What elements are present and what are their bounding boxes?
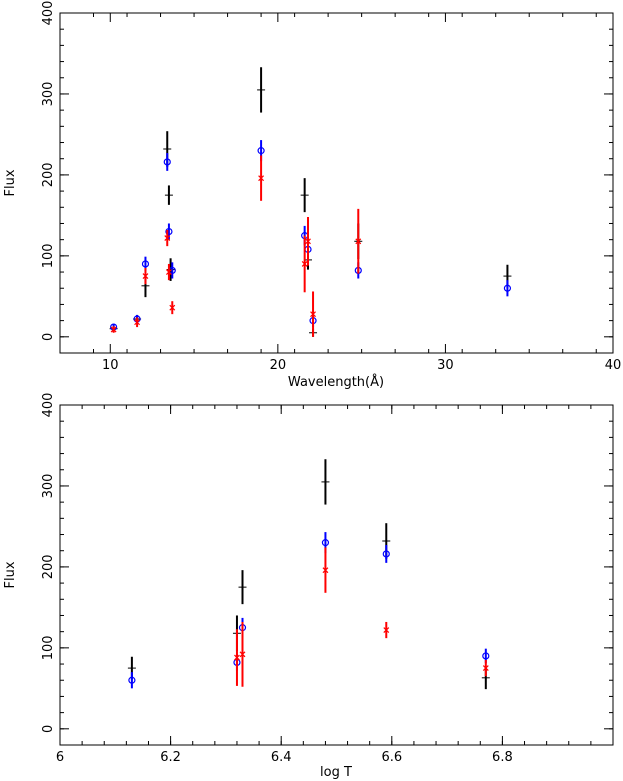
data-point <box>169 301 176 315</box>
data-point <box>239 621 246 687</box>
x-tick-label: 6.6 <box>381 750 402 765</box>
data-point <box>301 235 308 293</box>
data-point <box>164 229 171 247</box>
point-marker <box>128 676 136 684</box>
y-tick-label: 300 <box>41 474 56 499</box>
data-point <box>165 263 172 281</box>
data-point <box>238 570 247 605</box>
data-point <box>355 208 362 274</box>
point-marker <box>234 654 240 661</box>
data-point <box>163 153 171 171</box>
data-point <box>305 217 311 266</box>
x-tick-label: 6.4 <box>271 750 292 765</box>
bottom-panel-logt-flux: 6 6.2 6.4 6.6 6.8 0 100 200 300 400 log T Flux <box>3 393 614 780</box>
top-panel-wavelength-flux: 10 20 30 40 0 100 200 300 400 Wavelength(Å) Flu… <box>3 1 621 390</box>
point-marker <box>305 238 311 245</box>
x-tick-labels: 6 6.2 6.4 6.6 6.8 <box>56 750 513 765</box>
data-point <box>142 268 149 285</box>
x-tick-label: 20 <box>270 358 287 373</box>
data-point <box>321 459 330 505</box>
point-marker <box>301 261 308 267</box>
point-marker <box>258 175 265 182</box>
point-marker <box>163 158 171 166</box>
data-point <box>234 629 240 686</box>
point-marker <box>383 627 390 633</box>
point-marker <box>239 651 246 658</box>
point-marker <box>165 227 173 236</box>
data-point <box>258 155 265 201</box>
data-point <box>503 280 512 297</box>
y-tick-labels: 0 100 200 300 400 <box>41 1 56 341</box>
data-point <box>322 547 329 593</box>
data-point <box>164 185 173 205</box>
data-point <box>382 545 390 563</box>
x-tick-label: 10 <box>102 358 119 373</box>
point-marker <box>382 550 390 558</box>
data-point <box>128 672 136 689</box>
data-point <box>482 660 489 677</box>
y-axis-title: Flux <box>3 169 18 196</box>
data-point <box>257 67 266 113</box>
data-marks <box>127 459 490 690</box>
y-tick-label: 300 <box>41 82 56 107</box>
y-tick-label: 400 <box>41 393 56 418</box>
data-marks <box>109 67 512 337</box>
y-tick-label: 200 <box>41 554 56 579</box>
y-tick-label: 100 <box>41 635 56 660</box>
data-point <box>300 178 309 213</box>
point-marker <box>257 147 265 155</box>
point-marker <box>503 284 512 292</box>
point-marker <box>482 665 489 672</box>
x-tick-label: 6 <box>56 750 64 765</box>
point-marker <box>141 260 150 268</box>
y-tick-label: 0 <box>41 333 56 341</box>
point-marker <box>321 539 330 547</box>
x-tick-label: 30 <box>437 358 454 373</box>
point-marker <box>322 567 329 574</box>
data-point <box>383 621 390 639</box>
point-marker <box>134 319 141 326</box>
point-marker <box>355 238 362 245</box>
y-tick-label: 0 <box>41 725 56 733</box>
plot-frame <box>59 12 614 354</box>
point-marker <box>482 652 490 660</box>
x-tick-label: 6.2 <box>160 750 181 765</box>
x-tick-labels: 10 20 30 40 <box>102 358 621 373</box>
y-tick-label: 400 <box>41 1 56 26</box>
data-point <box>110 326 117 333</box>
data-point <box>310 291 316 337</box>
y-tick-label: 200 <box>41 162 56 187</box>
x-tick-label: 6.8 <box>492 750 513 765</box>
x-axis-title: log T <box>320 765 352 780</box>
point-marker <box>165 269 172 275</box>
y-tick-labels: 0 100 200 300 400 <box>41 393 56 733</box>
x-axis-title: Wavelength(Å) <box>288 374 384 390</box>
x-tick-label: 40 <box>605 358 622 373</box>
y-axis-title: Flux <box>3 561 18 588</box>
plot-frame <box>59 404 614 746</box>
tick-marks <box>59 404 614 746</box>
point-marker <box>142 273 149 280</box>
point-marker <box>164 235 171 241</box>
y-tick-label: 100 <box>41 243 56 268</box>
point-marker <box>310 311 316 318</box>
point-marker <box>110 326 117 333</box>
tick-marks <box>59 12 614 354</box>
point-marker <box>169 304 176 311</box>
data-point <box>134 317 141 328</box>
